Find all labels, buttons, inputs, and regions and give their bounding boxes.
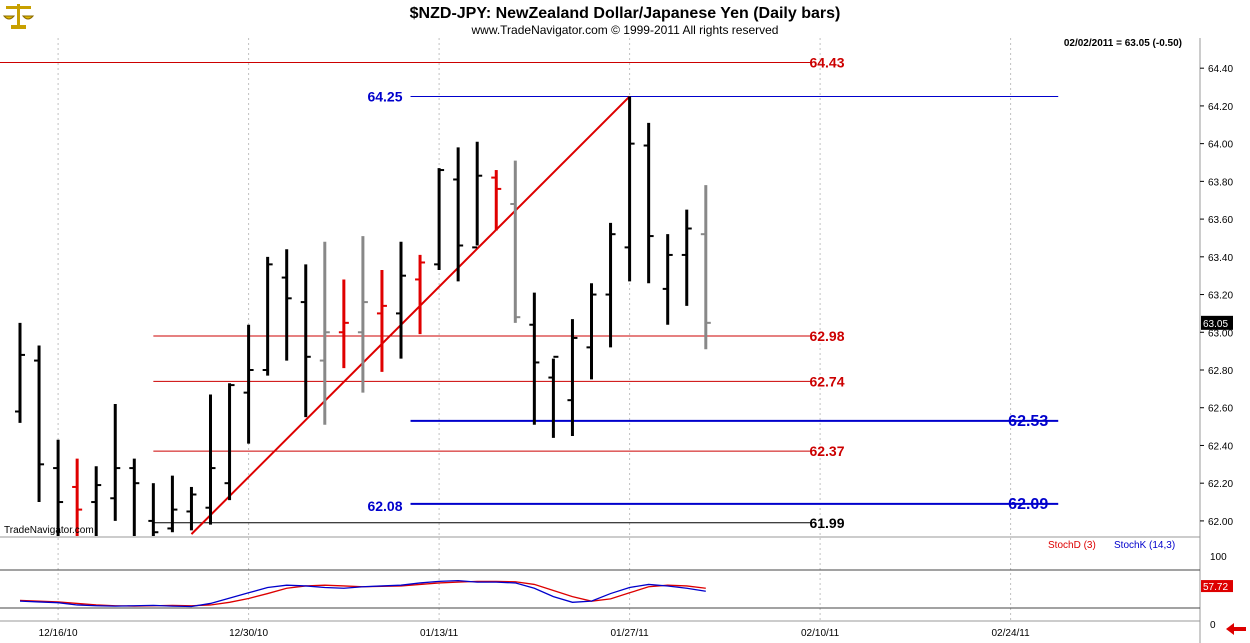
- y-tick-label: 63.20: [1208, 291, 1233, 302]
- last-readout: 02/02/2011 = 63.05 (-0.50): [1064, 38, 1182, 49]
- scales-logo-icon: [2, 4, 35, 29]
- y-tick-label: 64.40: [1208, 64, 1233, 75]
- y-tick-label: 63.80: [1208, 177, 1233, 188]
- x-tick-label: 02/24/11: [992, 628, 1031, 639]
- x-tick-label: 12/30/10: [229, 628, 268, 639]
- level-label-62.53: 62.53: [1008, 413, 1048, 430]
- stoch-last-tag: [1201, 580, 1233, 593]
- y-tick-label: 62.60: [1208, 404, 1233, 415]
- stoch-series-k: [19, 579, 706, 608]
- left-arrow-icon[interactable]: [1226, 623, 1246, 635]
- level-label-62.08: 62.08: [367, 498, 402, 514]
- level-label-64.25: 64.25: [367, 88, 402, 104]
- x-tick-label: 12/16/10: [39, 628, 78, 639]
- y-tick-label: 62.40: [1208, 441, 1233, 452]
- last-price-value: 63.05: [1203, 319, 1228, 330]
- trendline: [190, 95, 631, 535]
- y-tick-label: 62.00: [1208, 517, 1233, 528]
- level-label-62.37: 62.37: [809, 443, 844, 459]
- y-tick-label: 62.20: [1208, 479, 1233, 490]
- chart-subtitle: www.TradeNavigator.com © 1999-2011 All r…: [471, 23, 779, 37]
- stoch-last-value: 57.72: [1203, 582, 1228, 593]
- stoch-series-d: [19, 580, 706, 607]
- watermark: TradeNavigator.com: [4, 525, 94, 536]
- y-tick-label: 63.00: [1208, 328, 1233, 339]
- y-tick-label: 63.40: [1208, 253, 1233, 264]
- level-label-62.74: 62.74: [809, 373, 844, 389]
- x-tick-label: 01/13/11: [420, 628, 459, 639]
- y-tick-label: 64.20: [1208, 102, 1233, 113]
- level-label-62.98: 62.98: [809, 328, 844, 344]
- x-tick-label: 02/10/11: [801, 628, 840, 639]
- level-label-62.09: 62.09: [1008, 496, 1048, 513]
- stoch-tick-label: 100: [1210, 552, 1227, 563]
- y-tick-label: 63.60: [1208, 215, 1233, 226]
- x-tick-label: 01/27/11: [611, 628, 650, 639]
- y-tick-label: 64.00: [1208, 140, 1233, 151]
- stoch-d-legend: StochD (3): [1048, 540, 1096, 551]
- stoch-k-legend: StochK (14,3): [1114, 540, 1175, 551]
- chart-title: $NZD-JPY: NewZealand Dollar/Japanese Yen…: [410, 5, 841, 22]
- level-label-61.99: 61.99: [809, 515, 844, 531]
- level-label-64.43: 64.43: [809, 55, 844, 71]
- last-price-tag: [1201, 315, 1233, 330]
- y-tick-label: 62.80: [1208, 366, 1233, 377]
- stoch-tick-label: 0: [1210, 620, 1216, 631]
